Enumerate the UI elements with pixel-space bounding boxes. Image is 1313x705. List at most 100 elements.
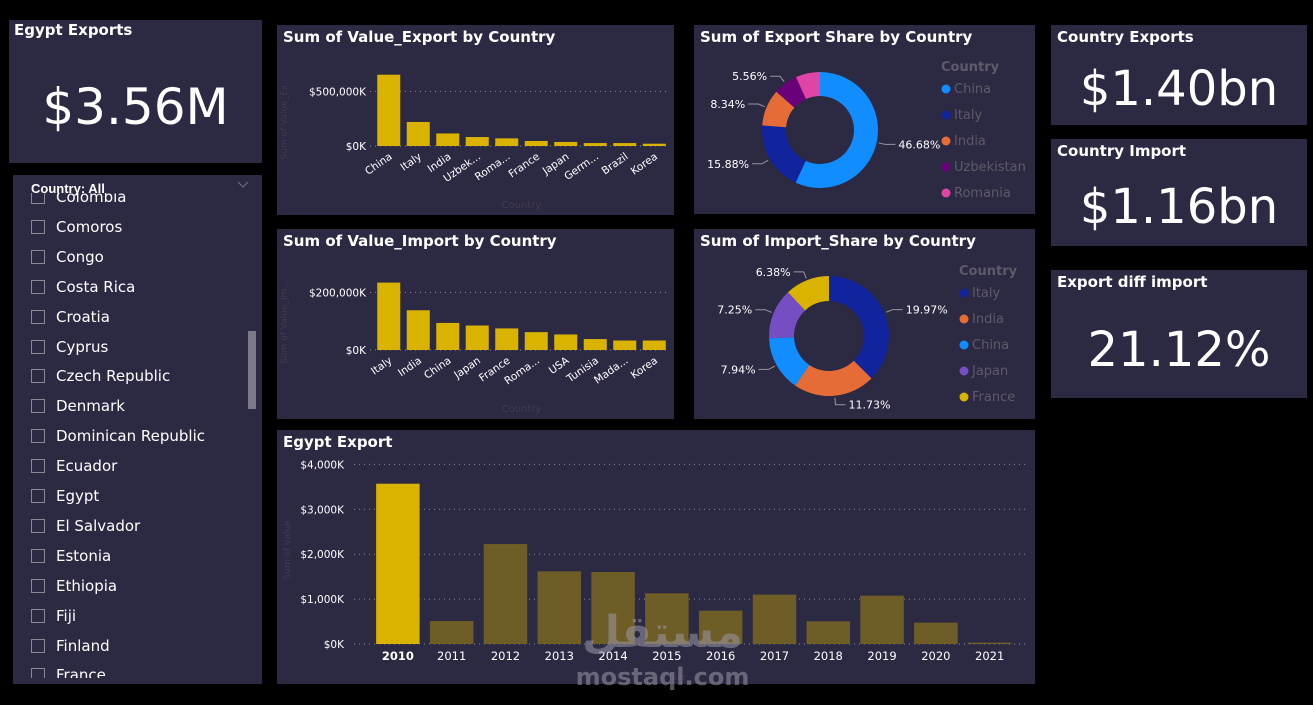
slicer-item[interactable]: Fiji	[31, 604, 76, 628]
chart-title: Sum of Import_Share by Country	[700, 232, 976, 250]
donut-slice	[769, 292, 806, 339]
slicer-item[interactable]: Egypt	[31, 484, 99, 508]
slicer-list: Colombia Comoros Congo Costa Rica Croatia Cyp…	[13, 193, 262, 678]
kpi-value: $1.40bn	[1079, 61, 1279, 117]
slicer-item-label: Egypt	[56, 487, 100, 505]
data-label: 5.56%	[732, 70, 767, 83]
leader-line	[770, 75, 785, 83]
chevron-down-icon[interactable]	[238, 179, 248, 189]
checkbox[interactable]	[31, 489, 45, 503]
slicer-item-label: Costa Rica	[56, 277, 136, 296]
kpi-value: 21.12%	[1087, 322, 1271, 378]
bar	[860, 595, 904, 644]
x-tick-label: Brazil	[600, 151, 631, 178]
slicer-item[interactable]: El Salvador	[31, 514, 140, 538]
x-axis-title: Year	[666, 673, 686, 683]
kpi-title: Country Import	[1057, 142, 1187, 160]
x-tick-label: Mada...	[592, 355, 631, 387]
slicer-item[interactable]: Dominican Republic	[31, 424, 205, 448]
checkbox[interactable]	[31, 578, 45, 593]
legend-label: Italy	[954, 108, 983, 123]
slicer-item-label: Cyprus	[56, 337, 109, 356]
bar	[591, 572, 635, 644]
bar	[806, 621, 851, 644]
kpi-title: Egypt Exports	[14, 21, 133, 39]
data-label: 7.94%	[721, 363, 756, 376]
slicer-item[interactable]: Finland	[31, 634, 110, 658]
checkbox[interactable]	[31, 339, 45, 354]
x-tick-label: 2014	[598, 649, 627, 663]
chart-title: Sum of Value_Import by Country	[283, 232, 557, 250]
slicer-item[interactable]: Czech Republic	[31, 364, 170, 388]
y-tick-label: $1,000K	[300, 594, 345, 606]
bar	[377, 282, 401, 350]
slicer-item[interactable]: Comoros	[31, 215, 122, 239]
kpi-value: $3.56M	[42, 78, 229, 136]
slicer-item[interactable]: Costa Rica	[31, 275, 135, 299]
legend-marker	[959, 366, 969, 376]
bar	[554, 334, 578, 350]
checkbox[interactable]	[31, 459, 45, 474]
data-label: 7.25%	[717, 304, 752, 317]
x-tick-label: Germ...	[562, 151, 601, 183]
checkbox[interactable]	[31, 249, 45, 264]
country-slicer[interactable]: Country: All Colombia Comoros Congo Costa R…	[13, 175, 262, 684]
slicer-item-label: Congo	[56, 247, 104, 266]
slicer-item[interactable]: France	[31, 663, 106, 678]
x-tick-label: 2019	[867, 649, 896, 663]
x-tick-label: 2013	[545, 649, 574, 663]
slicer-item[interactable]: Ecuador	[31, 454, 117, 478]
checkbox[interactable]	[31, 429, 45, 444]
checkbox[interactable]	[31, 219, 45, 234]
y-tick-label: $0K	[346, 141, 367, 153]
x-tick-label: 2015	[652, 649, 681, 663]
bar	[406, 121, 430, 146]
x-tick-label: 2011	[437, 649, 466, 663]
slicer-item[interactable]: Colombia	[31, 193, 127, 209]
slicer-scrollbar[interactable]	[248, 331, 256, 409]
bar	[645, 593, 689, 644]
slicer-item[interactable]: Ethiopia	[31, 574, 117, 598]
donut-slice	[795, 360, 872, 396]
checkbox[interactable]	[31, 369, 45, 384]
legend-marker	[959, 288, 969, 298]
x-tick-label: 2021	[975, 649, 1004, 663]
checkbox[interactable]	[31, 399, 45, 414]
kpi-card-egypt-exports: Egypt Exports $3.56M	[9, 20, 262, 163]
y-tick-label: $0K	[324, 639, 345, 651]
slicer-item[interactable]: Cyprus	[31, 335, 108, 359]
y-tick-label: $500,000K	[309, 86, 367, 98]
export-share-donut: Sum of Export Share by Country 46.68% 15.…	[694, 25, 1035, 214]
donut-chart-svg: 19.97% 11.73% 7.94% 7.25% 6.38% Country Italy I…	[717, 264, 1017, 412]
data-label: 8.34%	[710, 98, 745, 111]
checkbox[interactable]	[31, 608, 45, 623]
x-tick-label: Korea	[629, 355, 660, 382]
legend-marker	[941, 162, 951, 172]
checkbox[interactable]	[31, 309, 45, 324]
checkbox[interactable]	[31, 548, 45, 563]
slicer-item[interactable]: Croatia	[31, 305, 110, 329]
slicer-item-label: Ecuador	[56, 457, 118, 476]
bar-chart-svg: Sum of Value_Ex... $0K $500,000K China Italy…	[280, 74, 669, 211]
donut-slice	[795, 72, 878, 188]
legend-marker	[941, 84, 951, 94]
bar	[483, 544, 528, 644]
checkbox[interactable]	[31, 193, 45, 204]
slicer-item[interactable]: Congo	[31, 245, 104, 269]
checkbox[interactable]	[31, 668, 45, 678]
slicer-item[interactable]: Denmark	[31, 394, 125, 418]
slicer-item[interactable]: Estonia	[31, 544, 111, 568]
y-tick-label: $0K	[346, 345, 367, 357]
bar	[642, 340, 666, 350]
legend-label: France	[972, 390, 1015, 405]
checkbox[interactable]	[31, 279, 45, 294]
slicer-item-label: Comoros	[56, 217, 123, 236]
slicer-header[interactable]: Country: All	[31, 181, 105, 196]
y-axis-title: Sum of Value_Im...	[280, 280, 290, 364]
checkbox[interactable]	[31, 638, 45, 653]
bar	[537, 571, 582, 644]
x-tick-label: 2017	[760, 649, 789, 663]
legend-label: Japan	[971, 364, 1008, 379]
checkbox[interactable]	[31, 518, 45, 533]
import-by-country-chart: Sum of Value_Import by Country Sum of Va…	[277, 229, 674, 419]
